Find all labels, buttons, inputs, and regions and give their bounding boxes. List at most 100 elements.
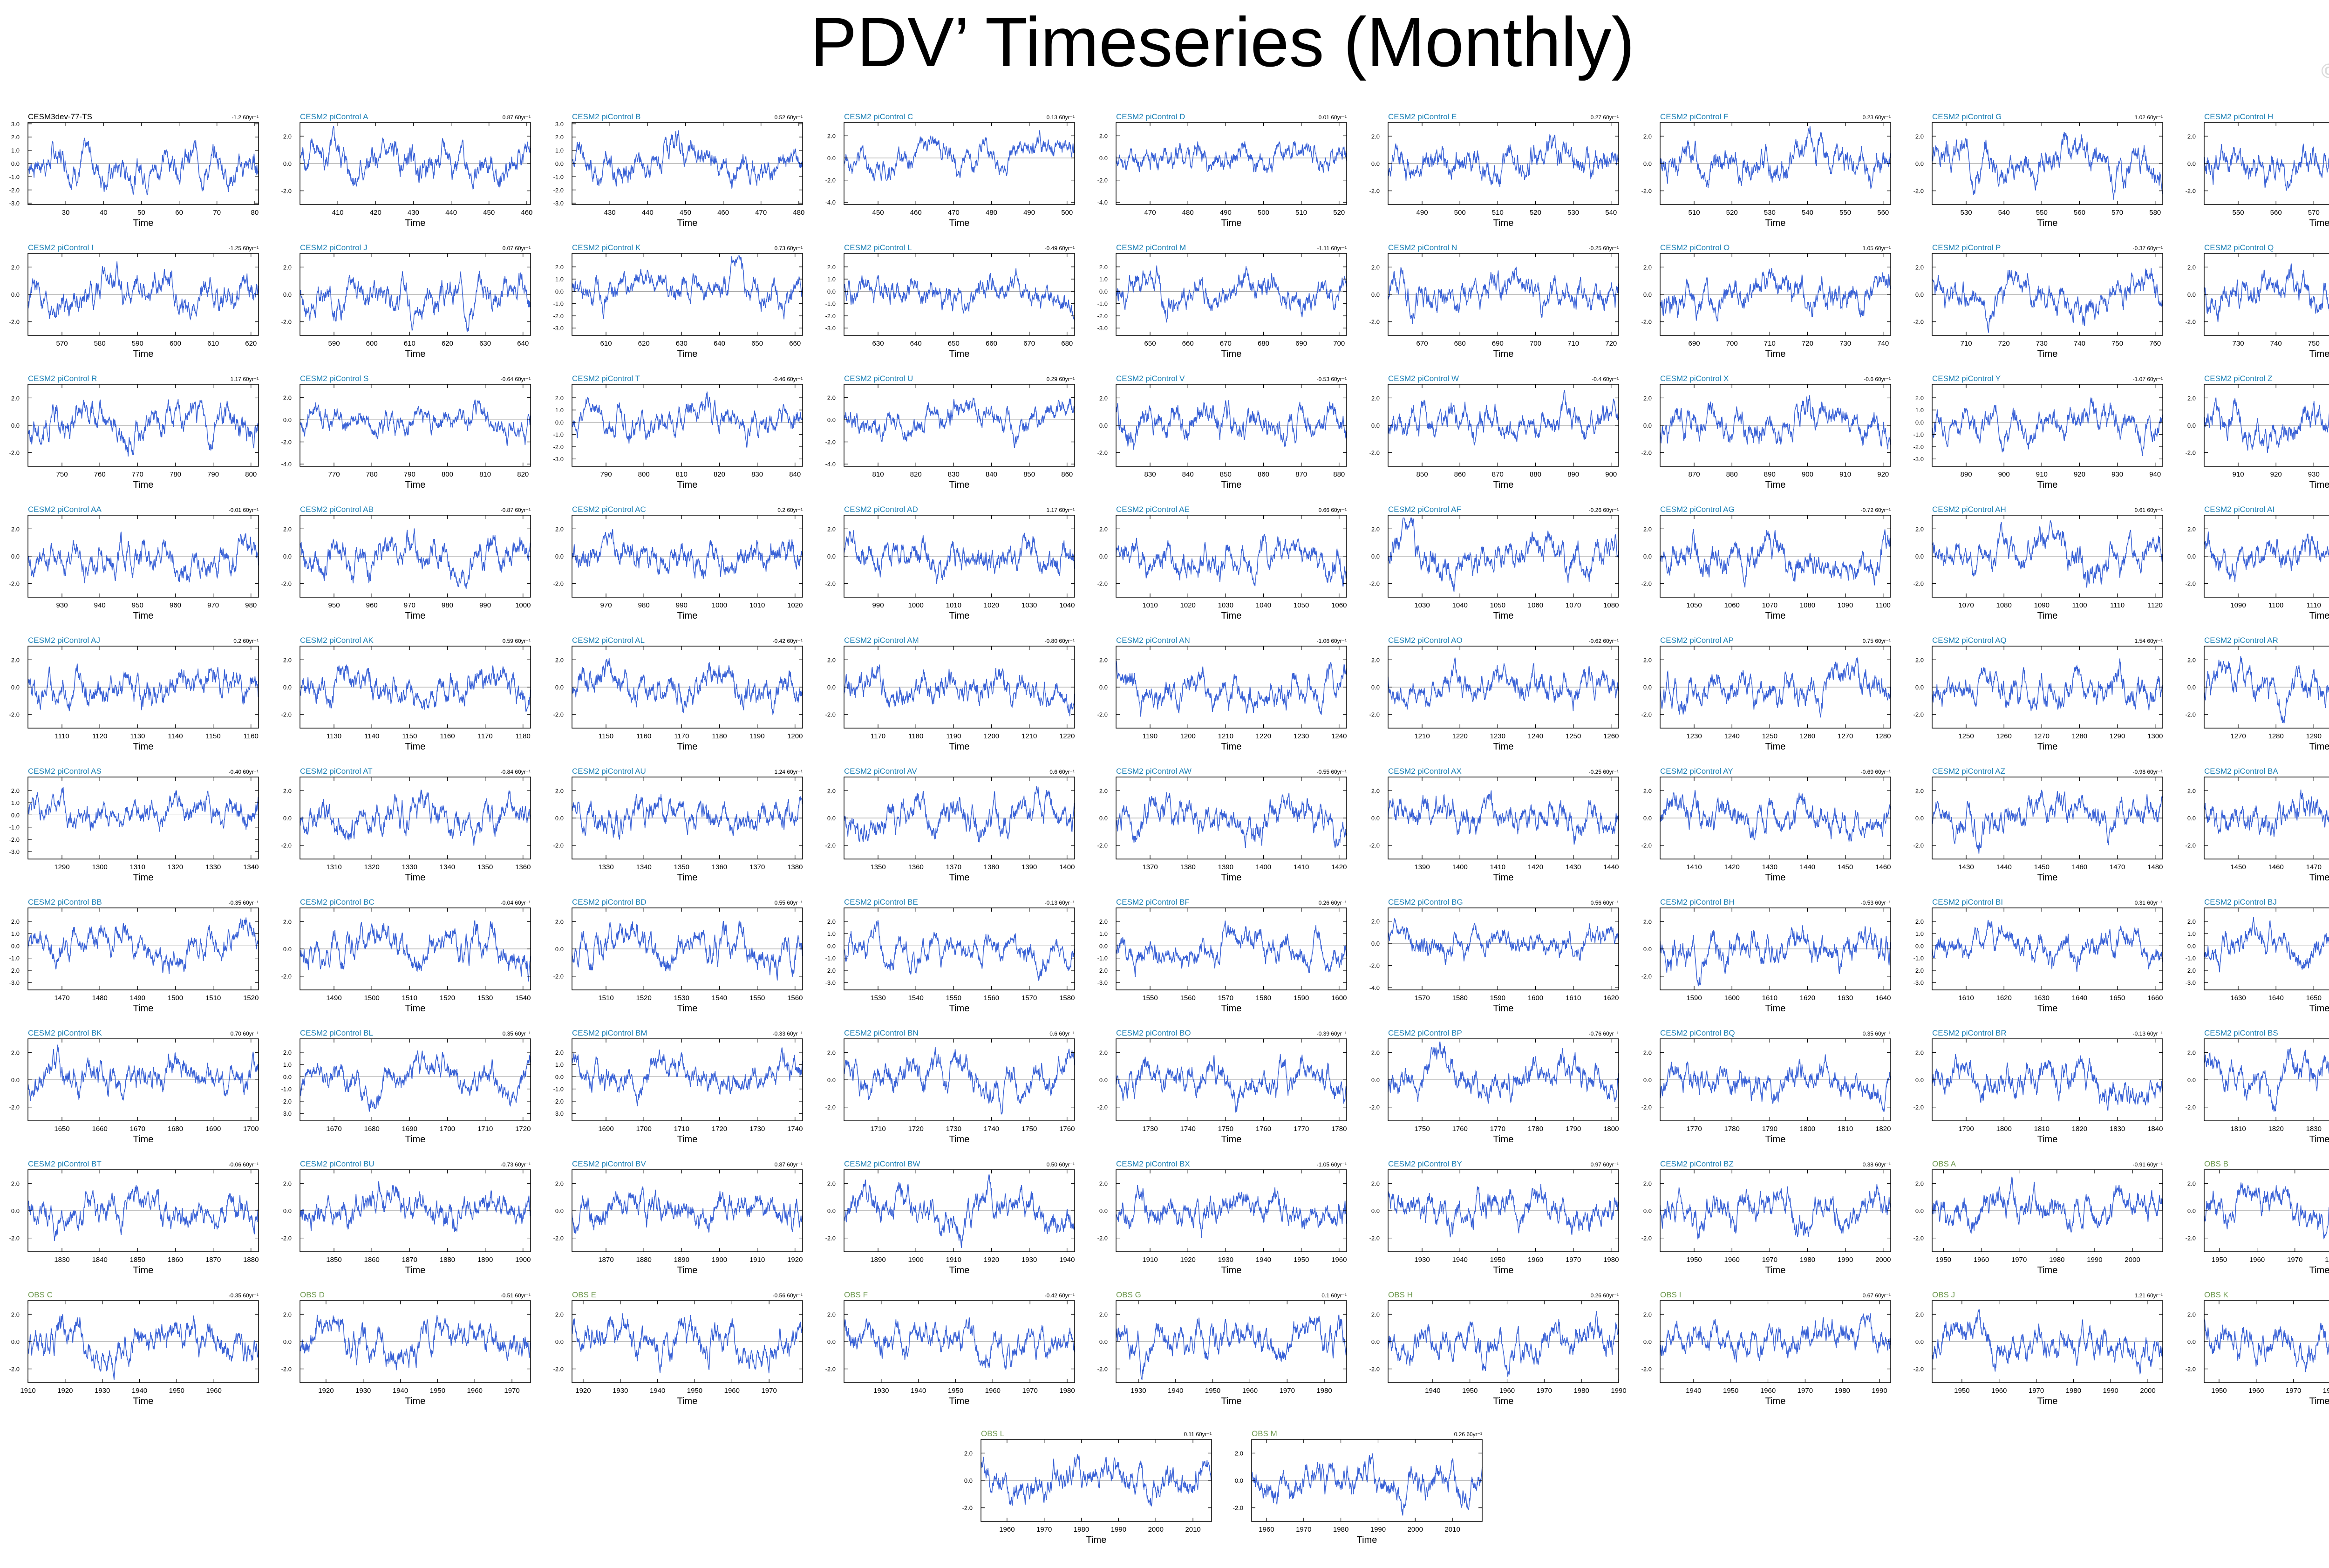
x-tick-label: 930: [2111, 470, 2123, 478]
series-line: [1932, 1054, 2163, 1111]
x-axis-label: Time: [2309, 742, 2329, 752]
y-tick-label: -3.0: [553, 325, 564, 332]
y-tick-label: 0.0: [827, 942, 836, 949]
y-tick-label: -4.0: [281, 461, 292, 468]
y-tick-label: 0.0: [283, 291, 292, 298]
x-tick-label: 1970: [2011, 1256, 2027, 1264]
x-tick-label: 1210: [1218, 732, 1233, 740]
y-tick-label: 0.0: [1099, 1077, 1108, 1084]
panel-title: CESM2 piControl BK: [28, 1029, 102, 1037]
x-axis-label: Time: [405, 1134, 426, 1145]
panel-title: CESM2 piControl I: [28, 243, 94, 252]
x-tick-label: 690: [1492, 340, 1504, 348]
x-tick-label: 1690: [205, 1125, 221, 1133]
x-tick-label: 1630: [2034, 994, 2050, 1002]
x-tick-label: 740: [1877, 340, 1889, 348]
y-tick-label: -2.0: [553, 711, 564, 718]
panel-title: CESM2 piControl BP: [1388, 1029, 1462, 1037]
x-tick-label: 1950: [1490, 1256, 1505, 1264]
y-tick-label: -3.0: [553, 1110, 564, 1117]
x-tick-label: 1960: [1331, 1256, 1347, 1264]
x-tick-label: 930: [2308, 470, 2320, 478]
timeseries-panel: CESM2 piControl G 1.02 60yr⁻¹ 2.0 0.0 -2.0 53…: [1914, 112, 2163, 228]
x-tick-label: 1130: [130, 732, 145, 740]
trend-label: -0.25 60yr⁻¹: [1589, 245, 1619, 252]
trend-label: -0.42 60yr⁻¹: [1045, 1292, 1075, 1299]
series-line: [844, 1317, 1075, 1370]
timeseries-panel: CESM2 piControl Z-0.04 60yr⁻¹2.00.0-2.09…: [2186, 374, 2329, 490]
x-axis-label: Time: [1221, 218, 1242, 228]
trend-label: 0.26 60yr⁻¹: [1454, 1431, 1482, 1438]
y-tick-label: 0.0: [2187, 942, 2196, 949]
y-tick-label: 0.0: [11, 160, 20, 167]
x-tick-label: 1550: [946, 994, 961, 1002]
panel-title: OBS C: [28, 1290, 53, 1299]
x-axis-label: Time: [2309, 349, 2329, 359]
x-axis-label: Time: [1493, 1003, 1514, 1014]
y-tick-label: 1.0: [555, 1061, 564, 1068]
y-tick-label: -2.0: [9, 580, 20, 587]
y-tick-label: 0.0: [1643, 422, 1652, 429]
y-tick-label: 0.0: [2187, 422, 2196, 429]
y-tick-label: 0.0: [555, 815, 564, 822]
x-axis-label: Time: [1765, 611, 1786, 621]
series-line: [1660, 395, 1891, 450]
y-tick-label: 0.0: [1643, 684, 1652, 691]
plot-frame: [300, 1038, 531, 1121]
plot-frame: [572, 1038, 803, 1121]
series-line: [300, 271, 531, 332]
x-tick-label: 1240: [1331, 732, 1347, 740]
panel-title: CESM2 piControl L: [844, 243, 912, 252]
trend-label: -0.51 60yr⁻¹: [501, 1292, 531, 1299]
x-tick-label: 1000: [712, 601, 727, 609]
x-tick-label: 2000: [1408, 1526, 1423, 1534]
y-tick-label: -2.0: [553, 1235, 564, 1242]
x-tick-label: 1950: [2212, 1256, 2227, 1264]
x-tick-label: 1960: [1499, 1387, 1515, 1395]
x-tick-label: 1420: [1528, 863, 1543, 871]
x-tick-label: 1720: [515, 1125, 531, 1133]
timeseries-panel: CESM2 piControl AO -0.62 60yr⁻¹ 2.0 0.0 -2.0…: [1369, 636, 1619, 752]
x-tick-label: 1900: [515, 1256, 531, 1264]
timeseries-panel: CESM2 piControl E 0.27 60yr⁻¹ 2.0 0.0 -2.0 49…: [1369, 112, 1619, 228]
x-tick-label: 950: [132, 601, 143, 609]
y-tick-label: 0.0: [1371, 1077, 1380, 1084]
y-tick-label: -2.0: [825, 711, 836, 718]
series-line: [2204, 397, 2329, 453]
panel-title: CESM2 piControl AQ: [1932, 636, 2007, 645]
plot-frame: [1932, 907, 2163, 990]
y-tick-label: 0.0: [1371, 1338, 1380, 1345]
y-tick-label: -2.0: [281, 188, 292, 195]
x-tick-label: 1490: [130, 994, 145, 1002]
x-tick-label: 1160: [244, 732, 259, 740]
y-tick-label: 2.0: [555, 656, 564, 663]
y-tick-label: 2.0: [1915, 787, 1924, 794]
y-tick-label: 0.0: [283, 815, 292, 822]
timeseries-panel: CESM2 piControl O 1.05 60yr⁻¹ 2.0 0.0 -2.0 69…: [1641, 243, 1891, 359]
y-tick-label: -1.0: [825, 300, 836, 307]
y-tick-label: -2.0: [1641, 711, 1652, 718]
x-tick-label: 1940: [1059, 1256, 1075, 1264]
x-tick-label: 1990: [2103, 1387, 2118, 1395]
x-tick-label: 750: [2308, 340, 2320, 348]
trend-label: 1.21 60yr⁻¹: [2135, 1292, 2163, 1299]
x-axis-label: Time: [1221, 873, 1242, 883]
trend-label: -0.53 60yr⁻¹: [1317, 376, 1347, 382]
y-tick-label: 0.0: [1371, 815, 1380, 822]
trend-label: -0.98 60yr⁻¹: [2133, 769, 2163, 775]
y-tick-label: -2.0: [9, 187, 20, 194]
y-tick-label: -2.0: [1097, 1366, 1108, 1373]
x-tick-label: 1100: [1876, 601, 1891, 609]
x-tick-label: 460: [910, 209, 922, 217]
series-line: [300, 528, 531, 589]
y-tick-label: -2.0: [281, 973, 292, 980]
x-tick-label: 990: [676, 601, 688, 609]
y-tick-label: 2.0: [11, 1180, 20, 1187]
x-tick-label: 1710: [870, 1125, 885, 1133]
y-tick-label: 0.0: [1099, 684, 1108, 691]
panel-title: CESM2 piControl BT: [28, 1159, 102, 1168]
y-tick-label: 0.0: [11, 422, 20, 429]
x-tick-label: 1350: [477, 863, 493, 871]
x-tick-label: 1470: [54, 994, 69, 1002]
panel-title: OBS H: [1388, 1290, 1413, 1299]
